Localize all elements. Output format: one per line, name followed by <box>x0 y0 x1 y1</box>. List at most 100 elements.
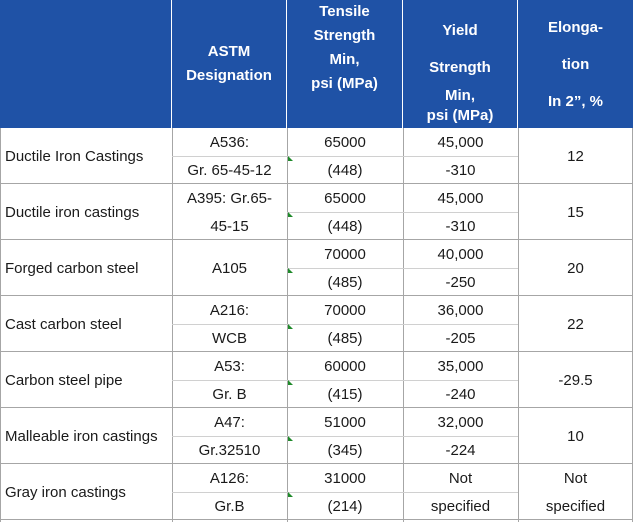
table-row-elongation-line: Not <box>563 469 588 487</box>
column-divider <box>0 128 1 522</box>
table-row-yield-mpa: -310 <box>445 161 476 179</box>
cell-flag-icon <box>288 212 293 217</box>
table-row-yield-mpa: -250 <box>445 273 476 291</box>
table-row-tensile-mpa: (415) <box>327 385 363 403</box>
table-row-astm-line: Gr. 65-45-12 <box>187 161 272 179</box>
table-row-material: Gray iron castings <box>5 483 126 501</box>
table-row-tensile-psi: 65000 <box>324 189 366 207</box>
table-row-astm-line: WCB <box>212 329 247 347</box>
header-tensile-line: Min, <box>329 51 360 68</box>
subrow-divider <box>172 492 287 493</box>
header-tensile-line: psi (MPa) <box>311 75 378 92</box>
cell-flag-icon <box>288 492 293 497</box>
subrow-divider <box>287 268 518 269</box>
subrow-divider <box>172 324 287 325</box>
header-tensile-line: Strength <box>313 27 376 44</box>
table-row-yield-mpa: -224 <box>445 441 476 459</box>
header-tensile-line: Tensile <box>319 3 370 20</box>
table-row-tensile-mpa: (485) <box>327 329 363 347</box>
table-row-astm-line: A395: Gr.65- <box>186 189 273 207</box>
cell-flag-icon <box>288 380 293 385</box>
subrow-divider <box>172 156 287 157</box>
cell-flag-icon <box>288 156 293 161</box>
table-row-elongation: 12 <box>567 147 584 165</box>
table-row-yield-mpa: -240 <box>445 385 476 403</box>
row-divider <box>0 295 633 296</box>
table-row-tensile-psi: 60000 <box>324 357 366 375</box>
table-row-tensile-mpa: (214) <box>327 497 363 515</box>
header-yield-line: Yield <box>442 22 478 39</box>
table-row-tensile-mpa: (485) <box>327 273 363 291</box>
subrow-divider <box>172 436 287 437</box>
table-row-astm: A105 <box>211 259 248 277</box>
row-divider <box>0 407 633 408</box>
header-material <box>0 0 172 128</box>
subrow-divider <box>287 436 518 437</box>
header-yield-line: Min, <box>445 87 475 104</box>
table-row-elongation: -29.5 <box>558 371 593 389</box>
table-row-material: Cast carbon steel <box>5 315 122 333</box>
table-row-yield-psi: 45,000 <box>437 133 484 151</box>
table-row-astm-line: A47: <box>214 413 245 431</box>
table-row-tensile-psi: 31000 <box>324 469 366 487</box>
row-divider <box>0 239 633 240</box>
table-row-elongation: 10 <box>567 427 584 445</box>
column-divider <box>518 128 519 522</box>
row-divider <box>0 519 633 520</box>
header-tensile-strength: Tensile Strength Min, psi (MPa) <box>287 0 403 128</box>
row-divider <box>0 351 633 352</box>
subrow-divider <box>172 380 287 381</box>
table-row-tensile-psi: 70000 <box>324 301 366 319</box>
header-elongation-line: In 2”, % <box>547 92 603 110</box>
table-row-yield-psi: 35,000 <box>437 357 484 375</box>
header-elongation-line: tion <box>561 55 590 73</box>
column-divider <box>172 128 173 522</box>
table-row-elongation: 15 <box>567 203 584 221</box>
header-astm-designation: ASTM Designation <box>172 0 287 128</box>
header-elongation: Elonga- tion In 2”, % <box>518 0 633 128</box>
table-row-yield-psi: 32,000 <box>437 413 484 431</box>
table-row-elongation: 20 <box>567 259 584 277</box>
subrow-divider <box>287 212 518 213</box>
cell-flag-icon <box>288 324 293 329</box>
table-row-tensile-psi: 51000 <box>324 413 366 431</box>
subrow-divider <box>287 156 518 157</box>
table-row-yield-psi: Not <box>448 469 473 487</box>
table-row-yield-mpa: -205 <box>445 329 476 347</box>
table-row-tensile-mpa: (345) <box>327 441 363 459</box>
table-row-yield-psi: 45,000 <box>437 189 484 207</box>
table-row-tensile-psi: 65000 <box>324 133 366 151</box>
header-astm-line: ASTM <box>207 43 251 60</box>
table-row-astm-line: A216: <box>209 301 250 319</box>
table-row-tensile-mpa: (448) <box>327 217 363 235</box>
table-row-material: Ductile iron castings <box>5 203 140 221</box>
table-row-yield-psi: 40,000 <box>437 245 484 263</box>
table-row-elongation: 22 <box>567 315 584 333</box>
column-divider <box>287 128 288 522</box>
header-astm-line: Designation <box>186 67 272 84</box>
table-row-yield-psi: 36,000 <box>437 301 484 319</box>
header-yield-strength: Yield Strength Min, psi (MPa) <box>403 0 518 128</box>
cell-flag-icon <box>288 436 293 441</box>
subrow-divider <box>287 324 518 325</box>
cell-flag-icon <box>288 268 293 273</box>
row-divider <box>0 463 633 464</box>
table-row-astm-line: Gr.B <box>214 497 245 515</box>
table-row-astm-line: A536: <box>209 133 250 151</box>
table-row-tensile-psi: 70000 <box>324 245 366 263</box>
table-row-astm-line: Gr. B <box>212 385 247 403</box>
table-row-astm-line: A126: <box>209 469 250 487</box>
table-row-material: Carbon steel pipe <box>5 371 123 389</box>
subrow-divider <box>287 492 518 493</box>
column-divider <box>403 128 404 522</box>
subrow-divider <box>287 380 518 381</box>
row-divider <box>0 183 633 184</box>
table-row-astm-line: 45-15 <box>210 217 249 235</box>
table-row-material: Malleable iron castings <box>5 427 158 445</box>
header-elongation-line: Elonga- <box>548 18 603 36</box>
header-yield-line: psi (MPa) <box>426 107 494 124</box>
table-row-yield-mpa: -310 <box>445 217 476 235</box>
table-row-elongation-line: specified <box>545 497 606 515</box>
table-header: ASTM Designation Tensile Strength Min, p… <box>0 0 633 128</box>
